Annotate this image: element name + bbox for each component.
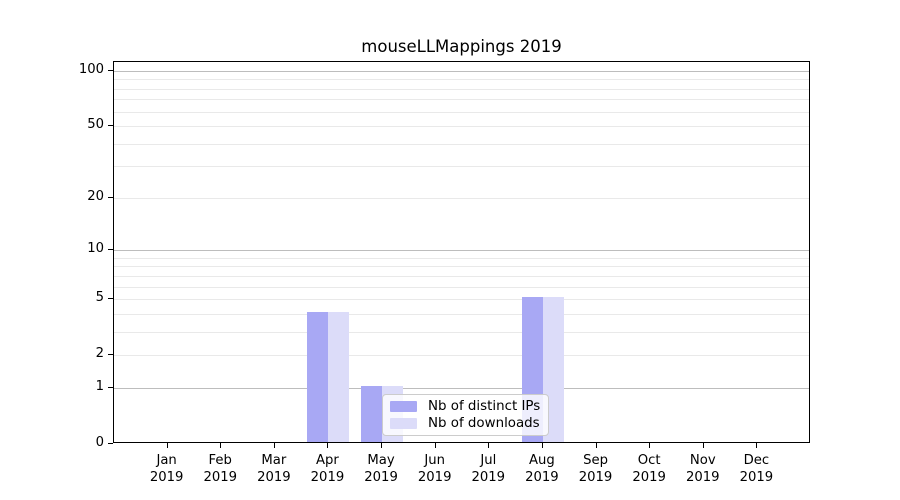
x-tick-mark [327, 443, 329, 448]
gridline-major [114, 250, 809, 252]
y-tick-label: 20 [87, 188, 104, 204]
x-tick-year: 2019 [310, 470, 345, 485]
x-tick-year: 2019 [471, 470, 506, 485]
x-tick-mark [273, 443, 275, 448]
x-tick-label: Feb 2019 [180, 452, 260, 486]
x-tick-label: Jun 2019 [395, 452, 475, 486]
x-tick-month: May [367, 453, 395, 468]
x-tick-label: Dec 2019 [716, 452, 796, 486]
gridline-minor [114, 143, 809, 145]
y-tick-mark [108, 298, 113, 300]
y-tick-mark [108, 443, 113, 444]
y-tick-label: 50 [87, 117, 104, 133]
bar-downloads-Apr-2019 [328, 311, 350, 442]
gridline-minor [114, 275, 809, 277]
x-tick-mark [488, 443, 490, 448]
x-tick-year: 2019 [739, 470, 774, 485]
x-tick-month: Aug [529, 453, 555, 468]
x-tick-mark [434, 443, 436, 448]
gridline-major [114, 71, 809, 72]
gridline-minor [114, 355, 809, 357]
gridline-minor [114, 197, 809, 199]
legend-label-downloads: Nb of downloads [428, 416, 540, 431]
x-tick-year: 2019 [203, 470, 237, 485]
x-tick-label: Oct 2019 [609, 452, 689, 486]
legend-item-distinct-ips: Nb of distinct IPs [390, 398, 540, 415]
y-tick-mark [108, 70, 113, 71]
y-tick-mark [108, 386, 113, 388]
legend-swatch-distinct-ips [390, 401, 417, 412]
bar-distinct-ips-Apr-2019 [307, 311, 329, 442]
x-tick-label: Sep 2019 [556, 452, 636, 486]
gridline-minor [114, 126, 809, 128]
y-tick-label: 100 [78, 62, 104, 77]
x-tick-mark [220, 443, 222, 448]
x-tick-label: Mar 2019 [234, 452, 314, 486]
x-tick-mark [381, 443, 383, 448]
legend: Nb of distinct IPs Nb of downloads [382, 394, 550, 436]
y-tick-label: 10 [87, 241, 104, 257]
y-tick-label: 5 [95, 290, 104, 306]
bar-distinct-ips-May-2019 [361, 385, 383, 442]
y-tick-mark [108, 354, 113, 356]
y-tick-mark [108, 125, 113, 127]
gridline-minor [114, 257, 809, 259]
x-tick-label: Nov 2019 [663, 452, 743, 486]
x-tick-label: Aug 2019 [502, 452, 582, 486]
x-tick-mark [756, 443, 758, 448]
x-tick-month: Feb [208, 453, 232, 468]
x-tick-year: 2019 [417, 470, 452, 485]
x-tick-mark [166, 443, 168, 448]
y-tick-label: 1 [95, 378, 104, 394]
x-tick-mark [541, 443, 543, 448]
plot-area: Nb of distinct IPs Nb of downloads [113, 61, 810, 443]
x-tick-year: 2019 [364, 470, 398, 485]
x-tick-month: Jun [424, 453, 445, 468]
x-tick-month: Nov [689, 453, 716, 468]
bar-layer [114, 62, 809, 442]
legend-item-downloads: Nb of downloads [390, 415, 540, 432]
gridline-minor [114, 313, 809, 315]
gridline-minor [114, 266, 809, 268]
x-tick-month: Dec [743, 453, 770, 468]
x-tick-label: Jul 2019 [448, 452, 528, 486]
x-tick-label: May 2019 [341, 452, 421, 486]
grid-layer [114, 62, 809, 442]
x-tick-year: 2019 [632, 470, 666, 485]
x-tick-year: 2019 [685, 470, 720, 485]
x-tick-mark [595, 443, 597, 448]
x-tick-mark [702, 443, 704, 448]
gridline-minor [114, 299, 809, 301]
x-tick-year: 2019 [578, 470, 613, 485]
x-tick-month: Jul [480, 453, 497, 468]
x-tick-month: Oct [637, 453, 661, 468]
x-tick-month: Jan [156, 453, 177, 468]
x-tick-year: 2019 [149, 470, 184, 485]
y-tick-label: 2 [95, 346, 104, 362]
y-tick-mark [108, 196, 113, 198]
gridline-minor [114, 111, 809, 113]
x-tick-mark [649, 443, 651, 448]
x-tick-month: Apr [316, 453, 339, 468]
gridline-major [114, 387, 809, 389]
legend-label-distinct-ips: Nb of distinct IPs [428, 399, 541, 414]
chart-title: mouseLLMappings 2019 [361, 37, 562, 56]
gridline-minor [114, 88, 809, 90]
x-tick-label: Apr 2019 [287, 452, 367, 486]
x-tick-month: Sep [583, 453, 608, 468]
gridline-minor [114, 166, 809, 168]
legend-swatch-downloads [390, 418, 417, 429]
x-tick-month: Mar [261, 453, 287, 468]
y-tick-mark [108, 249, 113, 251]
gridline-minor [114, 79, 809, 81]
x-tick-year: 2019 [525, 470, 559, 485]
x-tick-year: 2019 [257, 470, 291, 485]
gridline-minor [114, 99, 809, 101]
y-tick-label: 0 [95, 435, 104, 450]
gridline-minor [114, 286, 809, 288]
gridline-minor [114, 331, 809, 333]
x-tick-label: Jan 2019 [127, 452, 207, 486]
